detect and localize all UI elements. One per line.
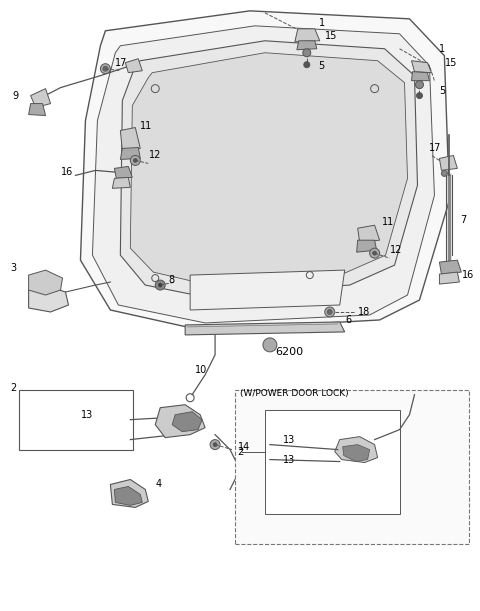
Polygon shape [357, 240, 377, 252]
Circle shape [103, 66, 108, 71]
Polygon shape [411, 60, 432, 73]
Bar [265, 410, 399, 514]
Text: 13: 13 [283, 434, 295, 445]
Text: 4: 4 [155, 480, 161, 489]
Circle shape [325, 307, 335, 317]
Text: 5: 5 [318, 60, 324, 71]
Text: 15: 15 [445, 57, 458, 68]
Text: 13: 13 [81, 410, 93, 420]
Text: 15: 15 [325, 31, 337, 41]
Text: 10: 10 [195, 365, 207, 375]
Circle shape [303, 49, 311, 57]
Bar [235, 390, 469, 544]
Polygon shape [93, 26, 434, 323]
Polygon shape [439, 272, 459, 284]
Text: 2: 2 [237, 447, 243, 456]
Text: 6: 6 [346, 315, 352, 325]
Polygon shape [297, 41, 317, 49]
Circle shape [210, 439, 220, 450]
Text: 16: 16 [462, 270, 475, 280]
Polygon shape [29, 270, 62, 295]
Polygon shape [439, 155, 457, 170]
Circle shape [263, 338, 277, 352]
Polygon shape [31, 89, 50, 108]
Polygon shape [120, 128, 140, 150]
Circle shape [100, 64, 110, 74]
Polygon shape [114, 486, 142, 505]
Polygon shape [110, 480, 148, 507]
Polygon shape [130, 53, 408, 282]
Polygon shape [120, 41, 418, 295]
Text: 1: 1 [319, 18, 325, 28]
Text: (W/POWER DOOR LOCK): (W/POWER DOOR LOCK) [240, 389, 348, 398]
Polygon shape [155, 404, 205, 437]
Polygon shape [29, 104, 46, 115]
Text: 13: 13 [283, 455, 295, 464]
Polygon shape [295, 29, 320, 42]
Polygon shape [81, 11, 449, 330]
Circle shape [133, 158, 137, 163]
Circle shape [130, 155, 140, 166]
Polygon shape [343, 445, 370, 461]
Circle shape [372, 251, 377, 255]
Text: 18: 18 [358, 307, 370, 317]
Polygon shape [335, 437, 378, 463]
Bar [19, 390, 133, 450]
Polygon shape [112, 177, 130, 188]
Circle shape [304, 62, 310, 68]
Text: 7: 7 [460, 215, 467, 225]
Text: 3: 3 [11, 263, 17, 273]
Text: 12: 12 [149, 150, 162, 161]
Polygon shape [172, 412, 202, 431]
Text: 16: 16 [60, 167, 73, 177]
Circle shape [417, 93, 422, 98]
Polygon shape [439, 260, 461, 274]
Text: 5: 5 [439, 86, 445, 96]
Text: 11: 11 [140, 120, 153, 131]
Polygon shape [120, 147, 140, 159]
Text: 17: 17 [430, 144, 442, 153]
Circle shape [327, 310, 332, 315]
Circle shape [213, 442, 217, 447]
Circle shape [158, 283, 162, 287]
Polygon shape [190, 270, 345, 310]
Polygon shape [358, 225, 380, 242]
Text: 9: 9 [12, 90, 19, 101]
Polygon shape [114, 166, 132, 178]
Text: 14: 14 [238, 442, 250, 452]
Circle shape [416, 81, 423, 89]
Circle shape [155, 280, 165, 290]
Polygon shape [29, 285, 69, 312]
Polygon shape [411, 71, 430, 81]
Text: 17: 17 [115, 57, 128, 68]
Text: 2: 2 [11, 382, 17, 393]
Text: 6200: 6200 [275, 347, 303, 357]
Text: 1: 1 [439, 44, 445, 54]
Text: 12: 12 [390, 245, 402, 255]
Polygon shape [185, 322, 345, 335]
Text: 8: 8 [168, 275, 174, 285]
Circle shape [442, 170, 447, 177]
Text: 11: 11 [382, 218, 394, 227]
Circle shape [370, 248, 380, 258]
Polygon shape [125, 59, 142, 73]
